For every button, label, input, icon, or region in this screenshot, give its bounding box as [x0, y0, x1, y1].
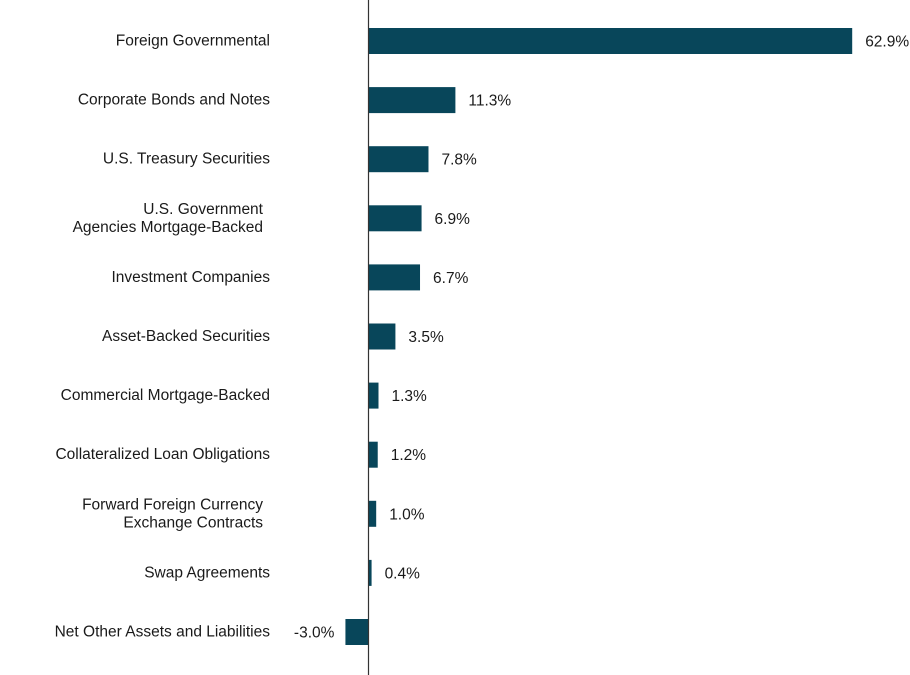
bar-value-label: 7.8%: [441, 152, 477, 169]
category-label: Foreign Governmental: [116, 33, 270, 50]
category-label: Commercial Mortgage-Backed: [61, 387, 270, 404]
bars-layer: [345, 28, 853, 645]
bar-value-label: 62.9%: [865, 34, 909, 51]
bar: [368, 382, 379, 409]
category-label: Investment Companies: [111, 269, 270, 286]
bar-value-label: 1.2%: [391, 447, 427, 464]
labels-layer: 62.9% Foreign Governmental 11.3% Corporate …: [55, 33, 910, 642]
bar: [368, 559, 372, 586]
bar: [368, 441, 378, 468]
category-label: U.S. Treasury Securities: [103, 151, 270, 168]
bar: [368, 28, 853, 54]
category-label: Corporate Bonds and Notes: [78, 92, 270, 109]
category-label: Net Other Assets and Liabilities: [55, 624, 271, 641]
bar: [368, 205, 422, 232]
bar-value-label: 11.3%: [468, 93, 511, 110]
bar-value-label: 6.7%: [433, 270, 469, 287]
bar: [368, 146, 429, 173]
bar-value-label: 6.9%: [435, 211, 471, 228]
bar: [368, 500, 377, 527]
category-label: Collateralized Loan Obligations: [55, 446, 270, 463]
bar-value-label: -3.0%: [294, 625, 335, 642]
bar-value-label: 3.5%: [408, 329, 444, 346]
category-label: U.S. Government: [143, 201, 263, 218]
bar: [345, 619, 369, 645]
bar-value-label: 0.4%: [385, 565, 421, 582]
bar: [368, 87, 456, 114]
bar: [368, 323, 396, 350]
bar: [368, 264, 421, 291]
category-label: Swap Agreements: [144, 564, 270, 581]
bar-value-label: 1.3%: [391, 388, 427, 405]
category-label: Forward Foreign Currency: [82, 496, 263, 513]
category-label: Agencies Mortgage-Backed: [73, 219, 263, 236]
bar-value-label: 1.0%: [389, 506, 425, 523]
category-label: Exchange Contracts: [123, 514, 263, 531]
category-label: Asset-Backed Securities: [102, 328, 270, 345]
